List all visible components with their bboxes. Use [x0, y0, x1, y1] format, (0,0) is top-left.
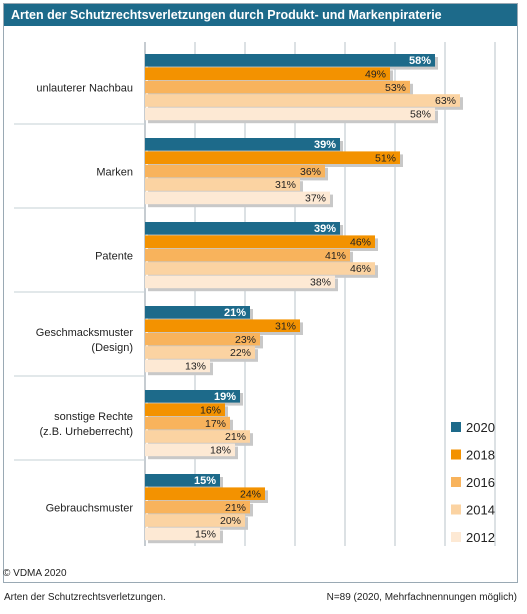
bar [145, 80, 410, 94]
legend-swatch [451, 422, 461, 432]
bar [145, 248, 350, 262]
data-label: 21% [225, 502, 246, 514]
bar [145, 403, 225, 416]
data-label: 31% [275, 179, 296, 191]
data-label: 41% [325, 250, 346, 262]
legend-label: 2012 [466, 530, 495, 545]
legend-label: 2014 [466, 503, 495, 518]
data-label: 49% [365, 68, 386, 80]
data-label: 58% [410, 109, 431, 121]
bar [145, 359, 210, 373]
bar [145, 443, 235, 457]
category-label: Marken [96, 167, 133, 179]
data-label: 15% [194, 475, 216, 487]
bar [145, 487, 265, 500]
bar [145, 306, 250, 319]
data-label: 63% [435, 95, 456, 107]
data-label: 31% [275, 320, 296, 332]
data-label: 21% [225, 431, 246, 443]
data-label: 58% [409, 55, 431, 67]
bar [145, 54, 435, 67]
data-label: 51% [375, 152, 396, 164]
data-label: 19% [214, 391, 236, 403]
data-label: 24% [240, 488, 261, 500]
bar [145, 514, 245, 527]
data-label: 36% [300, 166, 321, 178]
category-label: Patente [95, 251, 133, 263]
bar [145, 138, 340, 151]
bar [145, 151, 400, 164]
footer-caption: Arten der Schutzrechtsverletzungen. [4, 592, 166, 603]
legend-label: 2020 [466, 420, 495, 435]
data-label: 15% [195, 529, 216, 541]
copyright: © VDMA 2020 [3, 568, 67, 579]
bar [145, 107, 435, 121]
legend-label: 2016 [466, 475, 495, 490]
data-label: 18% [210, 445, 231, 457]
legend-swatch [451, 532, 461, 542]
chart-title: Arten der Schutzrechtsverletzungen durch… [4, 4, 517, 26]
legend-swatch [451, 504, 461, 515]
bar [145, 500, 250, 514]
category-label: Gebrauchsmuster [46, 503, 134, 515]
category-label: Geschmacksmuster (Design) [36, 327, 134, 354]
data-label: 37% [305, 193, 326, 205]
bar [145, 390, 240, 403]
data-label: 46% [350, 236, 371, 248]
data-label: 53% [385, 82, 406, 94]
bar [145, 275, 335, 289]
data-label: 39% [314, 223, 336, 235]
legend-swatch [451, 449, 461, 460]
data-label: 13% [185, 361, 206, 373]
bar [145, 178, 300, 191]
data-label: 21% [224, 307, 246, 319]
bar [145, 416, 230, 430]
bar [145, 222, 340, 235]
data-label: 39% [314, 139, 336, 151]
bar [145, 430, 250, 443]
bar [145, 527, 220, 541]
bar [145, 235, 375, 248]
category-label: unlauterer Nachbau [36, 83, 133, 95]
data-label: 23% [235, 334, 256, 346]
footer-note: N=89 (2020, Mehrfachnennungen möglich) [326, 592, 517, 603]
bar [145, 346, 255, 359]
data-label: 46% [350, 263, 371, 275]
legend-label: 2018 [466, 448, 495, 463]
bar [145, 319, 300, 332]
bar [145, 474, 220, 487]
bar [145, 94, 460, 107]
bar [145, 262, 375, 275]
data-label: 38% [310, 277, 331, 289]
bar [145, 332, 260, 346]
data-label: 22% [230, 347, 251, 359]
bar [145, 164, 325, 178]
data-label: 20% [220, 515, 241, 527]
data-label: 17% [205, 418, 226, 430]
bar [145, 67, 390, 80]
legend-swatch [451, 477, 461, 487]
category-label: sonstige Rechte (z.B. Urheberrecht) [39, 411, 133, 438]
data-label: 16% [200, 404, 221, 416]
bar [145, 191, 330, 205]
